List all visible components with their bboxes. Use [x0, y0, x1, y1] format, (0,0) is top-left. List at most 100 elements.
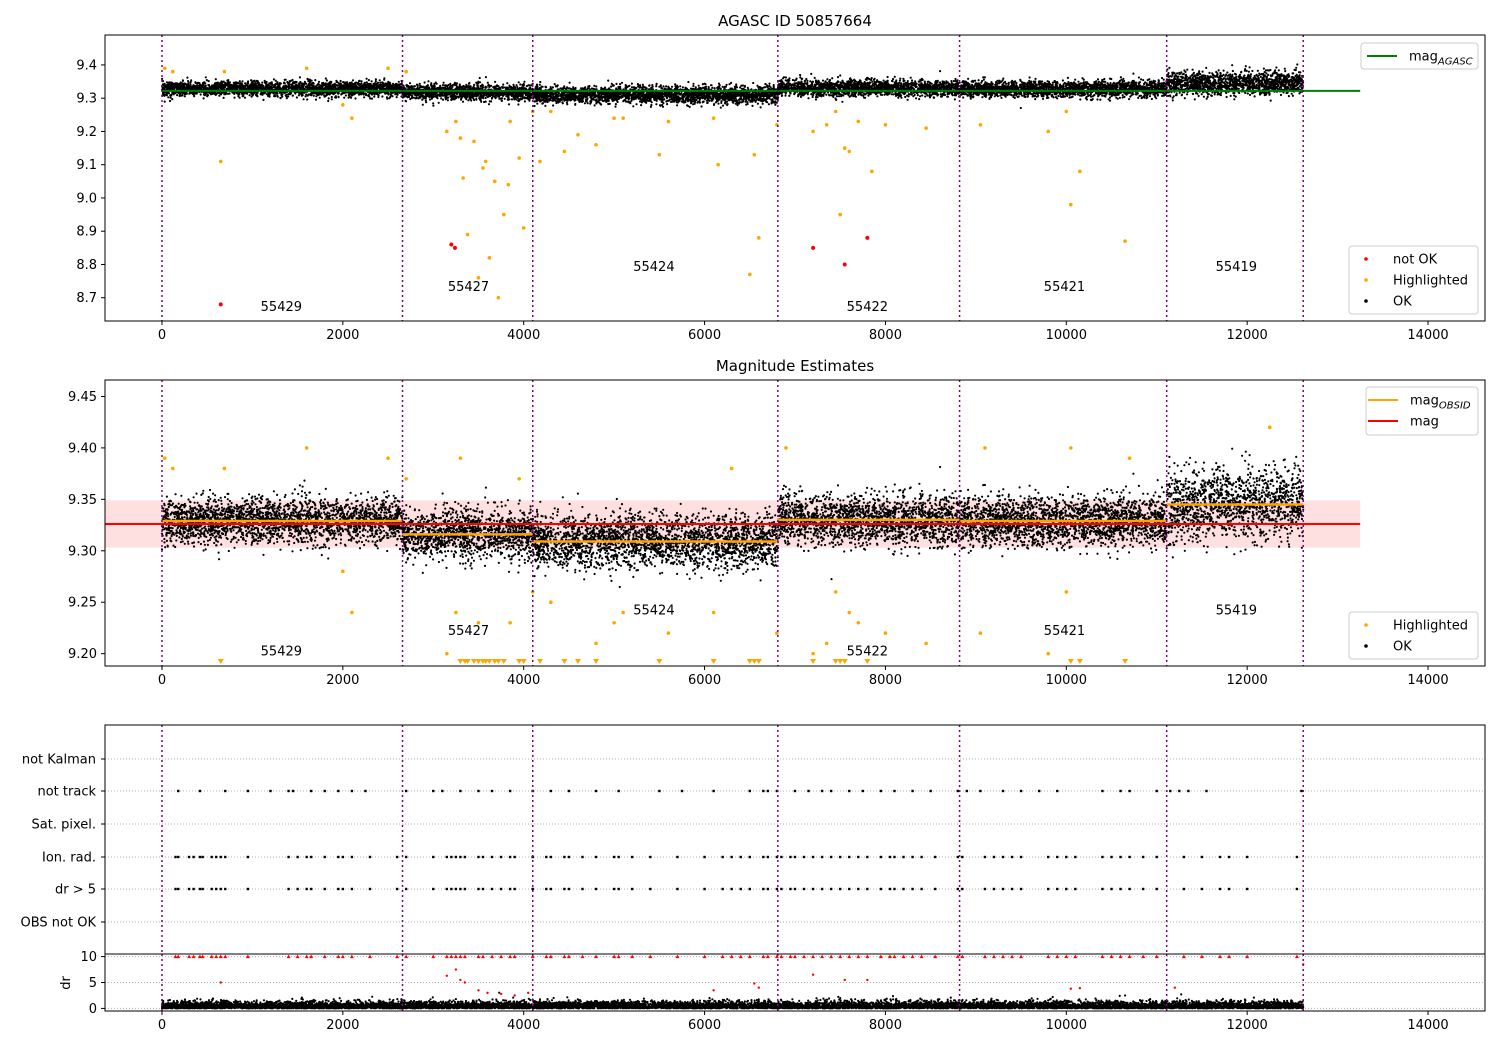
dr-capped-marker [404, 954, 409, 959]
flag-point [368, 887, 372, 891]
legend-label-text: mag [1410, 415, 1439, 430]
dr-capped-marker [847, 954, 852, 959]
dr-capped-marker [1010, 954, 1015, 959]
flag-point [246, 887, 250, 891]
flag-point [1001, 789, 1005, 793]
flag-point [933, 887, 937, 891]
agasc-y-tick-label: 8.8 [76, 258, 97, 273]
dr-capped-marker [197, 954, 202, 959]
dr-ok-outlier [839, 996, 842, 1000]
flag-point [490, 887, 494, 891]
flag-point [911, 789, 914, 793]
x-tick-label: 2000 [326, 673, 359, 688]
dr-not-ok-point [811, 973, 815, 976]
highlighted-point [171, 69, 175, 74]
dr-capped-marker [1000, 954, 1005, 959]
highlighted-point [350, 116, 354, 120]
flag-point [1056, 887, 1059, 891]
agasc-y-tick-label: 9.4 [76, 58, 97, 73]
flag-point [703, 887, 706, 891]
flag-point [1218, 855, 1222, 859]
flag-point [965, 789, 969, 793]
flag-point [1119, 887, 1122, 891]
dr-capped-marker [322, 954, 327, 959]
dr-capped-marker [765, 954, 770, 959]
mag-y-tick-label: 9.45 [68, 390, 97, 405]
magnitude-estimates-panel: Magnitude Estimates 55429 55427 55424 55422… [68, 357, 1486, 688]
dr-capped-marker [286, 954, 291, 959]
dr-not-ok-point [499, 992, 503, 996]
dr-panel: dr 0 2000 4000 6000 8000 10000 12000 14000 0 5 10 [59, 950, 1486, 1033]
legend-label: Highlighted [1393, 619, 1468, 634]
offscale-marker [574, 659, 581, 664]
flag-point [1056, 855, 1059, 859]
flag-point [177, 789, 180, 793]
flag-point [210, 855, 213, 859]
flag-point [481, 887, 485, 891]
dr-capped-marker [838, 954, 843, 959]
highlighted-point [562, 149, 567, 154]
flag-point [395, 855, 399, 859]
flag-point [567, 855, 571, 859]
highlighted-point [784, 446, 788, 450]
flag-row-label: not Kalman [22, 753, 96, 768]
highlighted-point [747, 272, 752, 277]
flag-point [432, 855, 435, 859]
x-tick-label: 12000 [1226, 328, 1267, 343]
highlighted-point [508, 620, 512, 625]
offscale-marker [516, 659, 523, 664]
obsid-label: 55422 [847, 645, 888, 660]
offscale-marker [470, 659, 477, 664]
dr-capped-marker [218, 954, 223, 959]
legend-marker [1364, 257, 1368, 261]
obsid-label: 55422 [847, 300, 888, 315]
highlighted-point [833, 109, 838, 114]
flag-point [581, 887, 584, 891]
flag-point [879, 855, 883, 859]
flag-point [789, 887, 792, 891]
dr-capped-marker [892, 954, 897, 959]
flag-point [839, 887, 842, 891]
flag-point [1200, 855, 1204, 859]
flag-point [902, 855, 905, 859]
flag-point [1227, 887, 1231, 891]
flag-point [1295, 887, 1299, 891]
dr-capped-marker [991, 954, 996, 959]
dr-capped-marker [933, 954, 938, 959]
flag-point [748, 887, 751, 891]
flag-point [192, 887, 195, 891]
flag-point [617, 789, 620, 793]
highlighted-point [594, 641, 598, 646]
legend-marker [1364, 623, 1368, 627]
flag-point [1128, 887, 1131, 891]
offscale-marker [832, 659, 839, 664]
flag-point [1010, 887, 1014, 891]
dr-capped-marker [214, 954, 219, 959]
flag-point [775, 887, 779, 891]
highlighted-point [612, 620, 616, 625]
highlighted-point [838, 212, 843, 217]
dr-capped-marker [856, 954, 861, 959]
flag-point [1155, 855, 1158, 859]
dr-capped-marker [449, 954, 454, 959]
highlighted-point [757, 236, 761, 240]
highlighted-point [304, 446, 309, 450]
flag-point [477, 855, 480, 859]
flag-point [246, 855, 250, 859]
x-tick-label: 8000 [869, 1018, 902, 1033]
highlighted-point [483, 159, 488, 164]
flag-point [459, 855, 462, 859]
legend-marker [1364, 278, 1368, 282]
flag-point [1001, 887, 1005, 891]
dr-capped-marker [774, 954, 779, 959]
dr-capped-marker [481, 954, 486, 959]
dr-capped-marker [431, 954, 436, 959]
highlighted-point [508, 119, 512, 124]
flag-point [337, 789, 340, 793]
highlighted-point [476, 620, 481, 625]
legend-frame [1348, 611, 1479, 660]
highlighted-point [1127, 456, 1132, 460]
flag-point [1182, 887, 1186, 891]
flag-point [287, 789, 290, 793]
dr-capped-marker [458, 954, 463, 959]
